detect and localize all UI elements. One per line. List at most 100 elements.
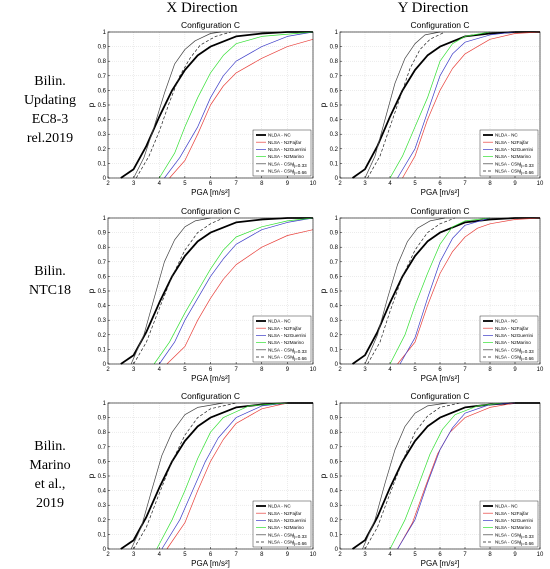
- series-group: [351, 217, 541, 365]
- legend-label: NLSA - CSM: [268, 355, 294, 360]
- x-tick-label: 10: [310, 181, 317, 187]
- legend-label: NLDA - NC: [495, 319, 518, 324]
- y-tick-label: 0.5: [330, 474, 339, 480]
- x-tick-label: 9: [513, 181, 517, 187]
- y-tick-label: 0.5: [98, 474, 107, 480]
- legend-label: NLSA - CSM: [495, 540, 521, 545]
- legend-label: NLSA - CSM: [268, 161, 294, 166]
- series-line: [133, 31, 221, 179]
- x-tick-label: 2: [106, 552, 110, 558]
- legend-subscript: η=0.33: [520, 163, 535, 168]
- series-group: [351, 31, 541, 179]
- y-tick-label: 0.8: [330, 430, 339, 436]
- legend-label: NLSA - CSM: [495, 532, 521, 537]
- y-tick-label: 0.5: [330, 289, 339, 295]
- x-tick-label: 2: [338, 552, 342, 558]
- plot-frame: [107, 402, 314, 550]
- legend-subscript: η=0.33: [293, 349, 308, 354]
- row-label-ec8: Bilin. Updating EC8-3 rel.2019: [0, 72, 100, 148]
- series-line: [166, 229, 314, 365]
- x-tick-label: 3: [363, 367, 367, 373]
- x-tick-label: 6: [209, 181, 213, 187]
- y-tick-label: 0.2: [98, 147, 107, 153]
- x-tick-label: 5: [413, 367, 417, 373]
- legend: NLDA - NC NLSA - N2Fajfar NLSA - N2Guerrin…: [252, 315, 312, 363]
- series-line: [159, 31, 314, 179]
- y-tick-label: 0.6: [330, 88, 339, 94]
- x-tick-label: 3: [363, 181, 367, 187]
- x-tick-label: 8: [260, 181, 264, 187]
- legend-label: NLSA - CSM: [495, 347, 521, 352]
- y-tick-label: 0.4: [330, 489, 339, 495]
- row-label-line: rel.2019: [26, 131, 74, 146]
- y-tick-label: 0.1: [98, 161, 107, 167]
- series-line: [362, 402, 448, 550]
- x-tick-label: 3: [132, 552, 136, 558]
- y-tick-label: 0.8: [98, 245, 107, 251]
- x-tick-label: 3: [132, 367, 136, 373]
- x-tick-label: 6: [209, 367, 213, 373]
- series-line: [351, 217, 540, 365]
- series-line: [397, 31, 516, 179]
- y-tick-label: 0.3: [98, 318, 107, 324]
- x-tick-label: 4: [388, 552, 392, 558]
- legend-label: NLDA - NC: [495, 504, 518, 509]
- legend-label: NLSA - CSM: [495, 169, 521, 174]
- x-tick-label: 4: [158, 367, 162, 373]
- legend-label: NLSA - N2Fajfar: [268, 326, 302, 331]
- legend-subscript: η=0.33: [293, 534, 308, 539]
- chart-panel-y-ec8: Configuration C 2 3 4 5 6 7 8 9 10 0 0.1 0.2 0.3 0.4 0.…: [319, 20, 544, 197]
- series-group: [351, 402, 540, 550]
- legend-subscript: η=0.33: [520, 534, 535, 539]
- x-tick-label: 6: [438, 367, 442, 373]
- y-axis-label: p: [87, 102, 96, 107]
- series-line: [389, 402, 503, 550]
- y-tick-label: 0.4: [98, 118, 107, 124]
- y-tick-label: 0: [335, 547, 339, 553]
- series-line: [364, 31, 441, 179]
- series-line: [389, 217, 491, 365]
- legend: NLDA - NC NLSA - N2Fajfar NLSA - N2Guerrin…: [479, 315, 539, 363]
- legend-label: NLSA - N2Guerrini: [268, 147, 306, 152]
- x-tick-label: 8: [488, 552, 492, 558]
- legend-label: NLSA - N2Marino: [495, 525, 531, 530]
- y-tick-label: 0.9: [330, 231, 339, 237]
- y-tick-label: 0: [103, 362, 107, 368]
- legend-label: NLDA - NC: [268, 504, 291, 509]
- legend-label: NLSA - CSM: [268, 347, 294, 352]
- x-tick-label: 7: [234, 552, 238, 558]
- legend-label: NLSA - N2Fajfar: [268, 511, 302, 516]
- x-tick-label: 8: [488, 367, 492, 373]
- y-tick-label: 0.6: [98, 88, 107, 94]
- series-line: [402, 31, 541, 179]
- legend-subscript: η=0.66: [293, 356, 308, 361]
- chart-panel-x-marino: Configuration C 2 3 4 5 6 7 8 9 10 0 0.1 0.2 0.3 0.4 0.…: [87, 391, 317, 568]
- y-tick-label: 0.4: [98, 304, 107, 310]
- x-tick-label: 2: [106, 367, 110, 373]
- series-line: [389, 31, 491, 179]
- series-line: [367, 31, 446, 179]
- y-tick-label: 0.8: [330, 245, 339, 251]
- chart-title: Configuration C: [410, 391, 469, 401]
- y-tick-label: 0.4: [330, 304, 339, 310]
- legend-label: NLSA - N2Guerrini: [495, 147, 533, 152]
- y-tick-label: 0.1: [330, 347, 339, 353]
- legend-box: [479, 129, 539, 177]
- x-tick-label: 2: [338, 367, 342, 373]
- chart-panel-x-ec8: Configuration C 2 3 4 5 6 7 8 9 10 0 0.1 0.2 0.3 0.4 0.…: [87, 20, 317, 197]
- x-tick-label: 7: [234, 181, 238, 187]
- legend-subscript: η=0.66: [293, 541, 308, 546]
- x-tick-label: 4: [158, 552, 162, 558]
- series-group: [120, 31, 314, 179]
- legend-subscript: η=0.33: [293, 163, 308, 168]
- x-tick-label: 9: [286, 552, 290, 558]
- x-tick-label: 6: [438, 552, 442, 558]
- legend-label: NLDA - NC: [268, 319, 291, 324]
- legend-subscript: η=0.66: [293, 170, 308, 175]
- y-tick-label: 0.7: [330, 260, 339, 266]
- legend-label: NLSA - N2Fajfar: [495, 140, 529, 145]
- y-axis-label: p: [87, 288, 96, 293]
- x-tick-label: 9: [286, 181, 290, 187]
- x-tick-label: 5: [413, 552, 417, 558]
- y-tick-label: 0.9: [330, 416, 339, 422]
